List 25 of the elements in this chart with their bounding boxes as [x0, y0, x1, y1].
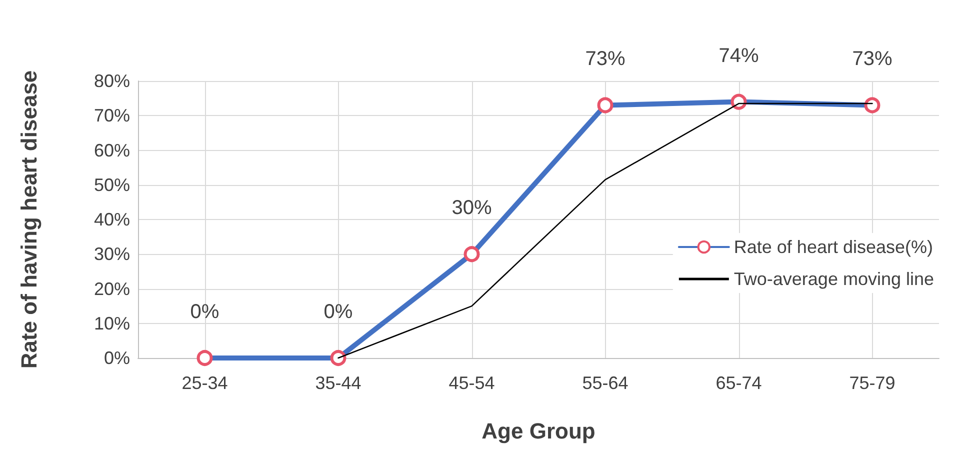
data-label: 0%: [190, 301, 220, 323]
x-tick-label: 55-64: [582, 373, 628, 393]
x-tick-label: 25-34: [182, 373, 228, 393]
y-tick-label: 0%: [104, 348, 130, 368]
y-axis-title: Rate of having heart disease: [16, 70, 42, 369]
y-tick-label: 10%: [94, 313, 130, 334]
y-tick-label: 80%: [94, 71, 130, 91]
x-axis-title: Age Group: [482, 418, 596, 444]
data-label: 73%: [852, 48, 892, 70]
data-label: 73%: [585, 48, 626, 70]
x-tick-label: 75-79: [849, 373, 896, 393]
data-label: 0%: [324, 301, 353, 323]
x-tick-label: 35-44: [315, 373, 362, 393]
legend-label: Two-average moving line: [734, 269, 934, 289]
y-tick-label: 30%: [94, 244, 130, 264]
legend-label: Rate of heart disease(%): [734, 237, 934, 257]
x-tick-label: 65-74: [716, 373, 762, 393]
x-tick-label: 45-54: [448, 373, 495, 393]
y-tick-label: 70%: [94, 106, 130, 126]
data-label: 30%: [452, 197, 492, 220]
y-tick-label: 60%: [94, 140, 130, 160]
y-tick-label: 40%: [94, 210, 130, 230]
y-tick-label: 50%: [94, 174, 130, 195]
data-label: 74%: [718, 44, 759, 67]
y-tick-label: 20%: [94, 278, 130, 299]
